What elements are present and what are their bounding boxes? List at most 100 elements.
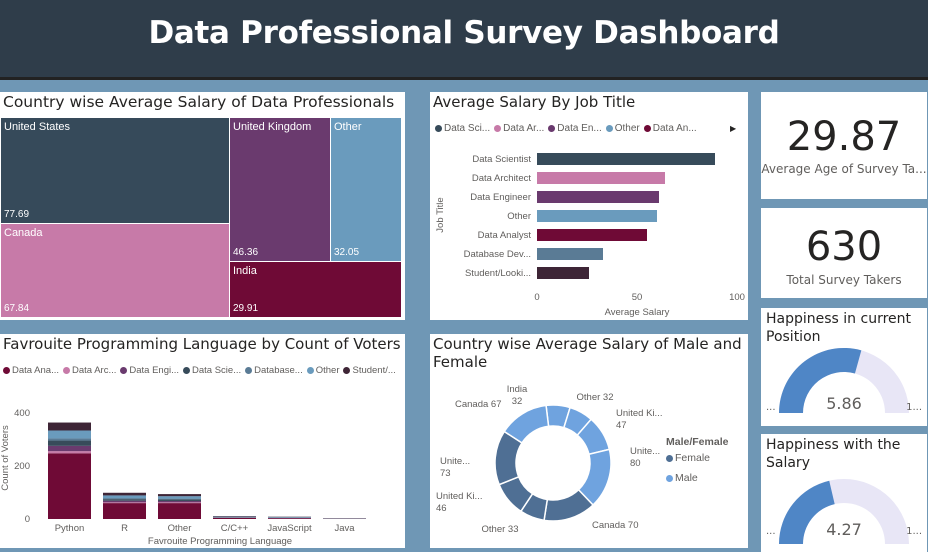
language-bar-segment: [103, 500, 146, 503]
dashboard-header: Data Professional Survey Dashboard: [0, 0, 928, 80]
x-tick-label: R: [121, 523, 128, 534]
job-salary-panel[interactable]: Average Salary By Job Title Data Sci... D…: [430, 92, 748, 320]
donut-data-label: Other 33: [482, 524, 519, 535]
donut-data-label: Other 32: [577, 392, 614, 403]
language-legend: Data Ana... Data Arc... Data Engi... Data S…: [3, 365, 400, 376]
treemap-cell-united-kingdom[interactable]: United Kingdom 46.36: [230, 118, 330, 261]
language-bar-segment: [213, 517, 256, 519]
language-bar-segment: [103, 502, 146, 504]
x-tick-label: C/C++: [221, 523, 249, 534]
legend-item[interactable]: Data An...: [643, 123, 697, 134]
donut-legend-title: Male/Female: [666, 436, 729, 448]
treemap-title: Country wise Average Salary of Data Prof…: [3, 93, 395, 111]
language-bar-segment: [158, 498, 201, 500]
treemap-cell-united-states[interactable]: United States 77.69: [1, 118, 229, 223]
treemap-cell-india[interactable]: India 29.91: [230, 262, 401, 317]
language-bar-segment: [158, 502, 201, 504]
gauge-max-label: 1...: [906, 526, 922, 537]
y-axis-title: Count of Voters: [0, 425, 11, 491]
language-bar-segment: [158, 494, 201, 497]
job-title-tick-label: Data Architect: [472, 173, 531, 184]
language-bar-segment: [158, 499, 201, 501]
legend-next-icon[interactable]: ▶: [730, 124, 737, 133]
legend-item[interactable]: Data Ana...: [3, 365, 59, 376]
treemap-cell-canada[interactable]: Canada 67.84: [1, 224, 229, 317]
x-axis-title: Favrouite Programming Language: [148, 536, 292, 547]
job-salary-chart: Data Scientist Data Architect Data Enginee…: [435, 153, 745, 318]
donut-data-label: Unite... 80: [630, 446, 660, 469]
legend-item[interactable]: Data Arc...: [63, 365, 116, 376]
treemap-label: Other: [334, 121, 362, 133]
treemap-cell-other[interactable]: Other 32.05: [331, 118, 401, 261]
job-salary-legend: Data Sci... Data Ar... Data En... Other Data…: [435, 123, 701, 134]
x-tick-label: 50: [632, 292, 643, 303]
language-bar-segment: [158, 496, 201, 499]
y-tick-label: 0: [25, 514, 30, 525]
job-title-tick-label: Student/Looki...: [465, 268, 531, 279]
job-salary-bar: [537, 153, 715, 165]
treemap-label: India: [233, 265, 257, 277]
legend-item[interactable]: Data Scie...: [183, 365, 241, 376]
donut-data-label: India 32: [507, 384, 528, 407]
legend-item[interactable]: Data Engi...: [120, 365, 179, 376]
language-bar-segment: [213, 516, 256, 518]
job-salary-bar: [537, 229, 647, 241]
gauge-min-label: ...: [766, 526, 776, 537]
language-bar-segment: [158, 500, 201, 503]
treemap-panel[interactable]: Country wise Average Salary of Data Prof…: [0, 92, 405, 320]
legend-item-male[interactable]: Male: [666, 472, 728, 484]
job-title-tick-label: Data Scientist: [472, 154, 531, 165]
gauge-happiness-salary-card[interactable]: Happiness with the Salary 4.27 ... 1...: [761, 434, 927, 552]
language-bar-segment: [213, 516, 256, 517]
dashboard-title: Data Professional Survey Dashboard: [148, 15, 780, 51]
legend-item-female[interactable]: Female: [666, 452, 728, 464]
x-axis-title: Average Salary: [605, 307, 670, 318]
language-bar-segment: [103, 499, 146, 501]
job-salary-bar: [537, 267, 589, 279]
y-axis-title: Job Title: [435, 197, 446, 232]
legend-item[interactable]: Database...: [245, 365, 303, 376]
language-bar-segment: [103, 495, 146, 499]
language-bar-segment: [48, 451, 91, 454]
job-title-tick-label: Data Engineer: [470, 192, 531, 203]
x-tick-label: Other: [168, 523, 192, 534]
legend-item[interactable]: Data En...: [548, 123, 602, 134]
legend-item[interactable]: Data Ar...: [494, 123, 544, 134]
language-title: Favrouite Programming Language by Count …: [3, 335, 401, 353]
legend-item[interactable]: Data Sci...: [435, 123, 490, 134]
treemap-label: Canada: [4, 227, 43, 239]
job-salary-bar: [537, 191, 659, 203]
kpi-total-survey-card: 630 Total Survey Takers: [761, 208, 927, 298]
language-bar-segment: [103, 498, 146, 500]
language-chart: 400 200 0 Python R Other C/C++ JavaScript Java Fa…: [0, 408, 366, 547]
gauge-happiness-position-value: 5.86: [826, 394, 862, 413]
treemap-value: 77.69: [4, 209, 30, 220]
treemap-value: 29.91: [233, 303, 259, 314]
language-bar-segment: [158, 503, 201, 519]
job-title-tick-label: Other: [507, 211, 531, 222]
gauge-max-label: 1...: [906, 402, 922, 413]
donut-data-label: Canada 67: [455, 399, 501, 410]
y-tick-label: 400: [14, 408, 30, 419]
gender-salary-panel[interactable]: Country wise Average Salary of Male and …: [430, 334, 748, 548]
donut-slice: [503, 404, 550, 444]
kpi-total-survey-value: 630: [805, 224, 883, 270]
gauge-happiness-position-card[interactable]: Happiness in current Position 5.86 ... 1…: [761, 308, 927, 426]
x-tick-label: 0: [534, 292, 539, 303]
treemap-label: United States: [4, 121, 71, 133]
kpi-average-age-card: 29.87 Average Age of Survey Ta...: [761, 92, 927, 199]
x-tick-label: JavaScript: [267, 523, 312, 534]
gauge-happiness-position: [779, 348, 909, 413]
treemap-label: United Kingdom: [233, 121, 312, 133]
language-bar-segment: [103, 492, 146, 496]
legend-item[interactable]: Other: [605, 123, 640, 134]
gauge-min-label: ...: [766, 402, 776, 413]
language-bar-segment: [48, 445, 91, 452]
legend-item[interactable]: Other: [306, 365, 339, 376]
language-bar-segment: [48, 440, 91, 446]
x-tick-label: 100: [729, 292, 745, 303]
treemap-value: 32.05: [334, 247, 360, 258]
language-panel[interactable]: Favrouite Programming Language by Count …: [0, 334, 405, 548]
legend-item[interactable]: Student/...: [343, 365, 396, 376]
